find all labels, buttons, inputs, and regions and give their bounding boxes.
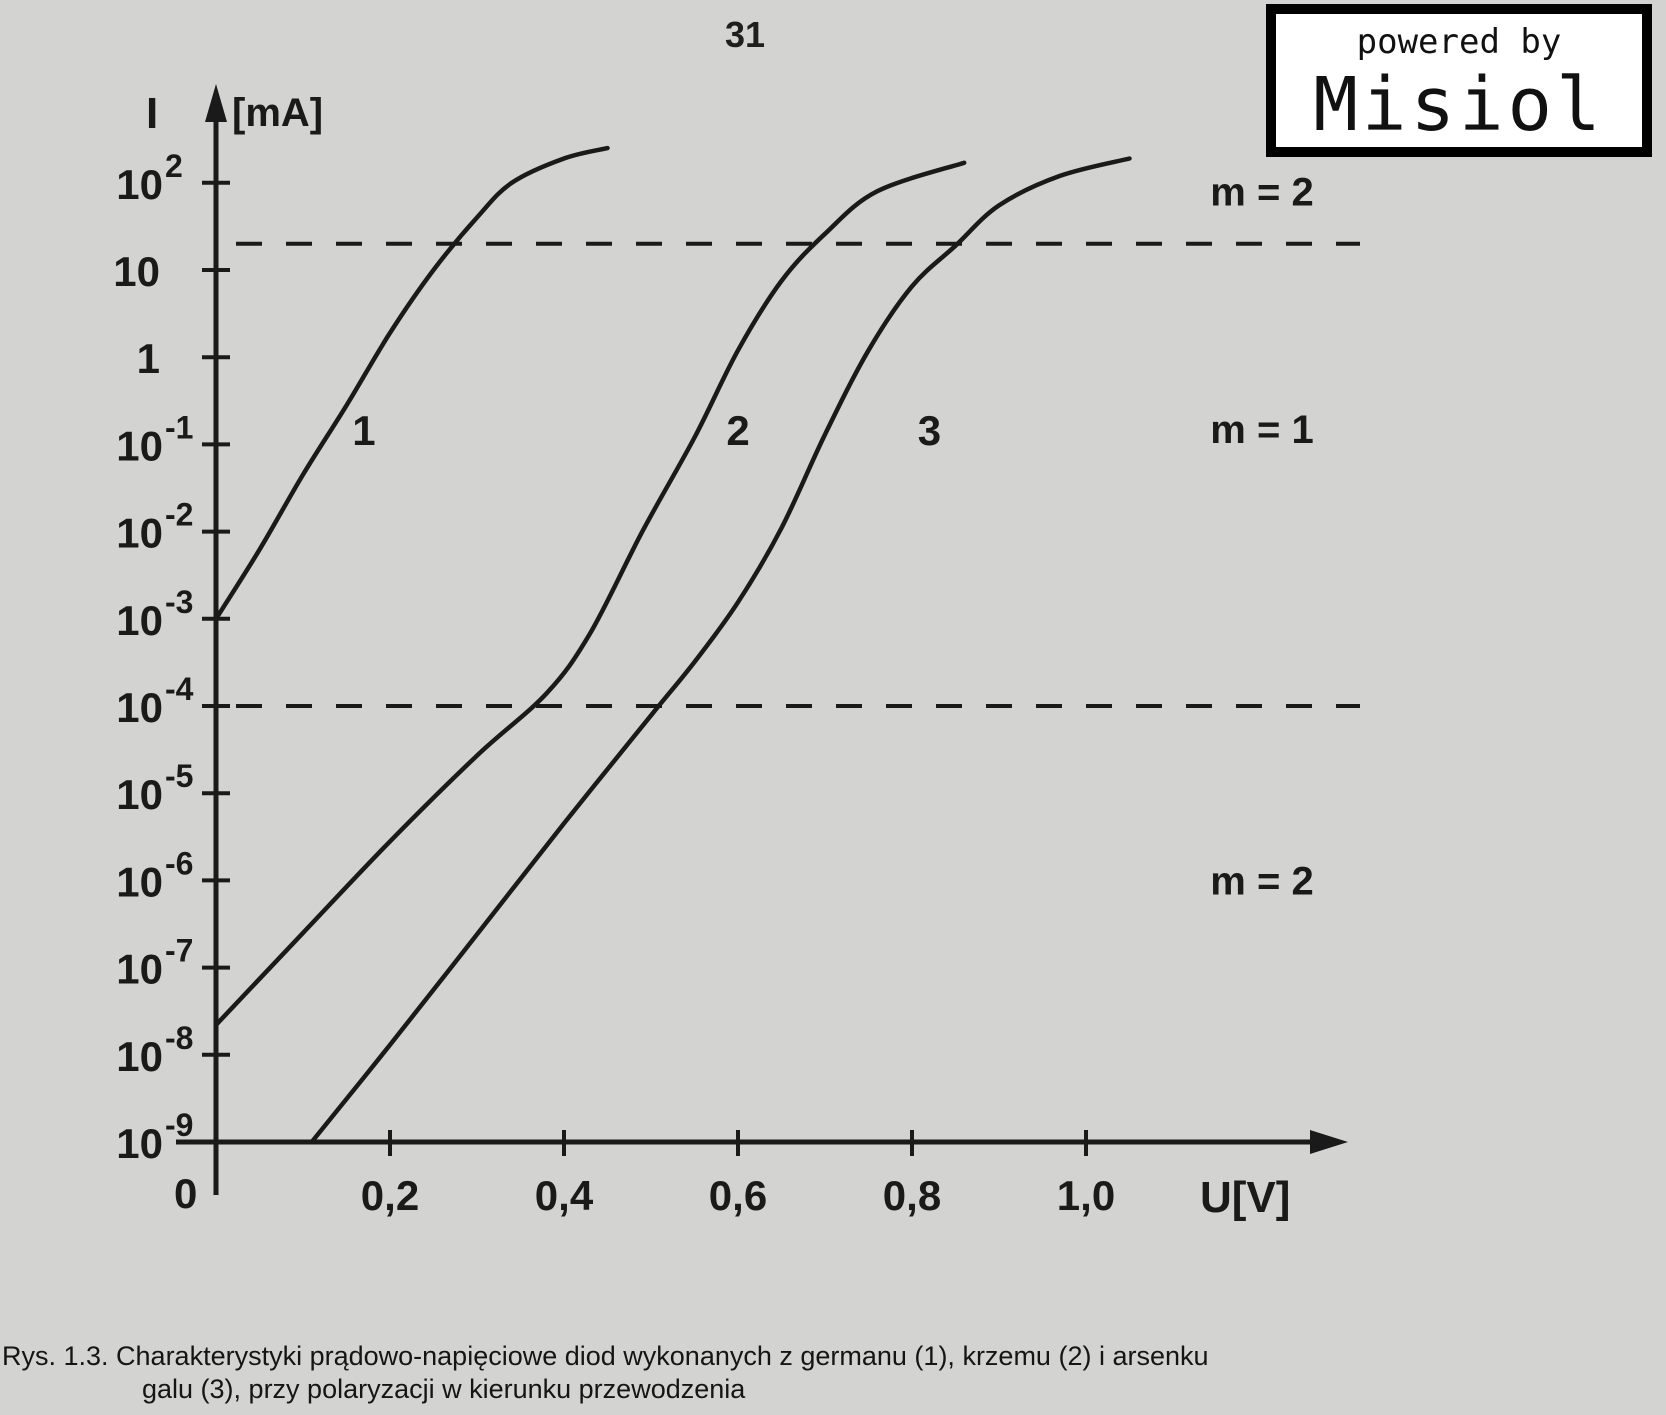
curves: 1 2 3 (213, 145, 1132, 1145)
y-tick-label: 10 (116, 597, 163, 644)
y-axis-label: I (146, 89, 158, 138)
y-tick-exponent: -5 (165, 758, 193, 794)
series-label: 3 (918, 407, 941, 454)
y-tick-label: 1 (137, 335, 160, 382)
y-tick-label: 10 (116, 422, 163, 469)
figure-caption: Rys. 1.3. Charakterystyki prądowo-napięc… (2, 1340, 1502, 1406)
watermark-badge: powered by Misiol (1266, 4, 1652, 157)
x-tick-label: 0,4 (535, 1172, 594, 1219)
series-label: 1 (352, 407, 375, 454)
reference-lines: m = 2 m = 1 m = 2 (236, 170, 1360, 903)
y-tick-label: 10 (116, 946, 163, 993)
origin-label: 0 (174, 1170, 197, 1217)
y-tick-exponent: -9 (165, 1107, 193, 1143)
y-tick-label: 10 (116, 510, 163, 557)
y-tick-exponent: 2 (165, 148, 183, 184)
y-tick-exponent: -2 (165, 497, 193, 533)
x-tick-label: 1,0 (1057, 1172, 1115, 1219)
y-tick-exponent: -1 (165, 409, 193, 445)
y-axis-arrow-icon (205, 84, 227, 122)
series-3-line (309, 156, 1132, 1145)
ticks: 0,2 0,4 0,6 0,8 1,010 -910 -810 -710 -610 -510 -41… (113, 148, 1115, 1219)
series-2-line (213, 160, 967, 1028)
y-tick-label: 10 (116, 771, 163, 818)
region-label: m = 1 (1210, 408, 1313, 452)
region-label: m = 2 (1210, 859, 1313, 903)
x-tick-label: 0,8 (883, 1172, 941, 1219)
y-tick-label: 10 (116, 858, 163, 905)
series-1-line (213, 145, 610, 622)
y-tick-exponent: -4 (165, 671, 194, 707)
x-tick-label: 0,2 (361, 1172, 419, 1219)
caption-line1: Rys. 1.3. Charakterystyki prądowo-napięc… (2, 1341, 1209, 1371)
labels: I [mA] U[V] 0 (146, 89, 1290, 1222)
watermark-line1: powered by (1356, 22, 1562, 62)
x-axis-label: U[V] (1200, 1173, 1290, 1222)
caption-line2: galu (3), przy polaryzacji w kierunku pr… (142, 1374, 746, 1404)
x-tick-label: 0,6 (709, 1172, 767, 1219)
y-tick-label: 10 (116, 684, 163, 731)
series-label: 2 (726, 407, 749, 454)
y-tick-label: 10 (116, 1033, 163, 1080)
y-tick-exponent: -7 (165, 933, 193, 969)
y-tick-exponent: -8 (165, 1020, 193, 1056)
y-tick-exponent: -3 (165, 584, 193, 620)
y-tick-label: 10 (113, 248, 160, 295)
y-axis-unit: [mA] (232, 91, 323, 135)
watermark-line2: Misiol (1313, 62, 1605, 148)
region-label: m = 2 (1210, 170, 1313, 214)
y-tick-label: 10 (116, 161, 163, 208)
y-tick-label: 10 (116, 1120, 163, 1167)
y-tick-exponent: -6 (165, 845, 193, 881)
axes (176, 84, 1348, 1195)
page-number: 31 (724, 14, 766, 55)
x-axis-arrow-icon (1310, 1130, 1348, 1154)
